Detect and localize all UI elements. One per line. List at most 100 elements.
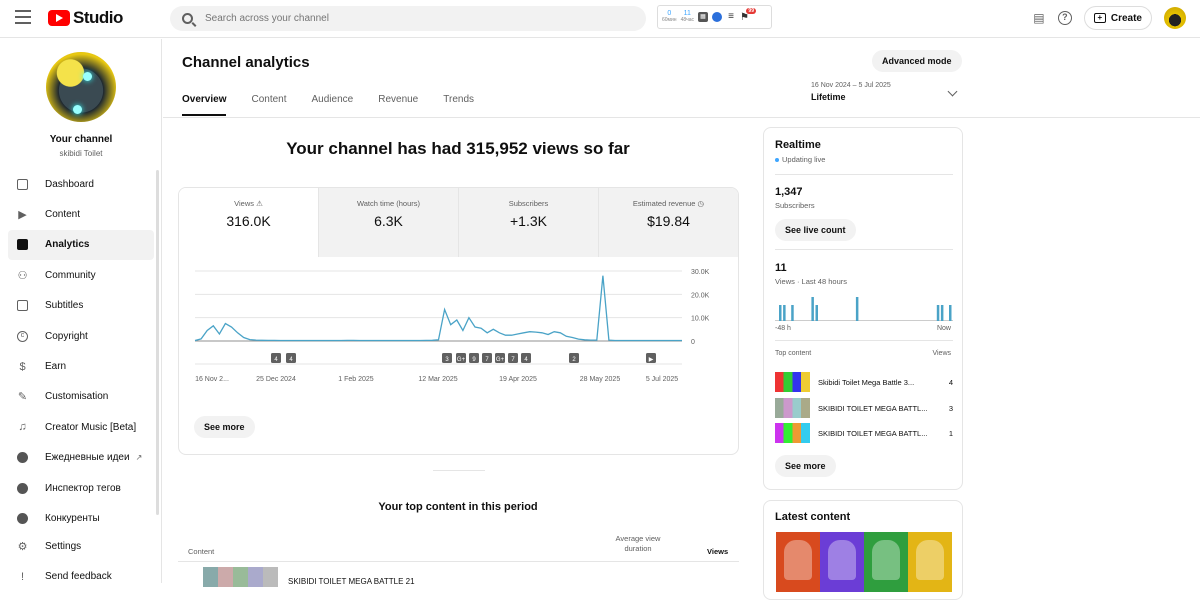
- video-marker[interactable]: [286, 353, 296, 363]
- list-item[interactable]: SKIBIDI TOILET MEGA BATTL... 3: [775, 398, 953, 418]
- tab-overview[interactable]: Overview: [182, 94, 227, 116]
- latest-video-thumbnail[interactable]: [776, 532, 952, 592]
- ext-badge: 99: [746, 7, 756, 14]
- video-views: 3: [948, 403, 953, 413]
- video-marker[interactable]: [442, 353, 452, 363]
- dashboard-icon: [16, 178, 29, 191]
- menu-icon[interactable]: [15, 10, 31, 24]
- sidebar-item-tag-inspector[interactable]: Инспектор тегов: [8, 473, 154, 503]
- subscriber-count: 1,347: [775, 186, 803, 198]
- ext-notifications-icon[interactable]: ⚑ 99: [740, 7, 756, 23]
- video-marker[interactable]: [456, 353, 466, 363]
- create-button[interactable]: + Create: [1083, 6, 1152, 30]
- video-marker[interactable]: [469, 353, 479, 363]
- main-content: Channel analytics Advanced mode Overview…: [163, 39, 1200, 600]
- date-range-selector[interactable]: 16 Nov 2024 – 5 Jul 2025 Lifetime: [811, 82, 958, 102]
- ext-logo-icon[interactable]: [712, 12, 723, 22]
- messages-icon[interactable]: ▤: [1033, 11, 1045, 25]
- realtime-bar[interactable]: [949, 305, 952, 321]
- help-icon[interactable]: ?: [1057, 11, 1072, 25]
- video-marker[interactable]: [508, 353, 518, 363]
- realtime-views-count: 11: [775, 262, 787, 274]
- metric-subscribers[interactable]: Subscribers +1.3K: [459, 188, 599, 257]
- views-series-line[interactable]: [194, 275, 682, 342]
- realtime-bar-chart[interactable]: [775, 293, 953, 321]
- realtime-bar[interactable]: [815, 305, 819, 321]
- ext-list-icon[interactable]: ≡: [728, 11, 734, 22]
- community-icon: ⚇: [17, 269, 28, 282]
- realtime-bar[interactable]: [940, 305, 944, 321]
- section-divider: [433, 470, 485, 471]
- realtime-bar[interactable]: [936, 305, 940, 321]
- realtime-bar[interactable]: [811, 297, 814, 321]
- search-bar[interactable]: [170, 6, 646, 31]
- top-content-title: Your top content in this period: [378, 501, 538, 513]
- sidebar-item-competitors[interactable]: Конкуренты: [8, 503, 154, 533]
- video-views: 1: [948, 428, 953, 438]
- tab-audience[interactable]: Audience: [311, 94, 354, 105]
- search-icon[interactable]: [182, 13, 193, 24]
- sidebar-nav: Dashboard ▶ Content Analytics ⚇ Community …: [8, 169, 154, 594]
- ext-chart-icon[interactable]: ▦: [698, 12, 709, 22]
- realtime-see-more-button[interactable]: See more: [775, 455, 836, 477]
- realtime-bar[interactable]: [779, 305, 782, 321]
- video-title[interactable]: SKIBIDI TOILET MEGA BATTLE 21: [288, 577, 415, 586]
- realtime-views-label: Views · Last 48 hours: [775, 277, 847, 286]
- analytics-icon: [16, 238, 29, 251]
- subtitles-icon: [16, 299, 29, 312]
- col-avg-duration[interactable]: Average view duration: [615, 534, 661, 553]
- list-item[interactable]: SKIBIDI TOILET MEGA BATTL... 1: [775, 423, 953, 443]
- x-tick-label: 19 Apr 2025: [499, 376, 537, 383]
- metric-watch-time[interactable]: Watch time (hours) 6.3K: [319, 188, 459, 257]
- sidebar-item-community[interactable]: ⚇ Community: [8, 260, 154, 290]
- channel-avatar[interactable]: [46, 52, 116, 122]
- video-marker-label: 4: [289, 357, 293, 363]
- metric-revenue[interactable]: Estimated revenue ◷ $19.84: [599, 188, 738, 257]
- video-marker[interactable]: [521, 353, 531, 363]
- search-input[interactable]: [205, 13, 585, 24]
- views-line-chart[interactable]: 30.0K 20.0K 10.0K 0 4 4 3 G+ 9 7 G+ 7 4 2 ▶ 16 Nov 2...…: [179, 257, 739, 407]
- account-avatar[interactable]: [1164, 7, 1186, 29]
- video-title: SKIBIDI TOILET MEGA BATTL...: [818, 428, 928, 438]
- studio-logo[interactable]: Studio: [48, 8, 123, 28]
- sidebar-item-feedback[interactable]: ! Send feedback: [8, 560, 154, 594]
- realtime-bar[interactable]: [791, 305, 794, 321]
- metric-views[interactable]: Views ⚠ 316.0K: [179, 188, 319, 257]
- create-plus-icon: +: [1093, 13, 1106, 23]
- sidebar-item-ideas[interactable]: Ежедневные идеи ↗: [8, 443, 154, 473]
- sidebar-item-earn[interactable]: $ Earn: [8, 351, 154, 381]
- divider: [775, 249, 953, 250]
- video-marker[interactable]: [569, 353, 579, 363]
- video-views: 4: [948, 377, 953, 387]
- copyright-icon: c: [16, 330, 29, 343]
- list-item[interactable]: Skibidi Toilet Mega Battle 3... 4: [775, 372, 953, 392]
- sidebar-item-content[interactable]: ▶ Content: [8, 199, 154, 229]
- sidebar-item-settings[interactable]: ⚙ Settings: [8, 534, 154, 560]
- video-thumbnail: [775, 398, 810, 418]
- video-marker[interactable]: [482, 353, 492, 363]
- sidebar-item-analytics[interactable]: Analytics: [8, 229, 154, 261]
- tab-content[interactable]: Content: [251, 94, 287, 105]
- advanced-mode-button[interactable]: Advanced mode: [872, 50, 962, 72]
- sidebar-item-dashboard[interactable]: Dashboard: [8, 169, 154, 199]
- see-live-count-button[interactable]: See live count: [775, 219, 856, 241]
- sidebar-item-customisation[interactable]: ✎ Customisation: [8, 382, 154, 412]
- see-more-button[interactable]: See more: [194, 416, 255, 438]
- sidebar-item-subtitles[interactable]: Subtitles: [8, 291, 154, 321]
- ext-stat-60min: 0 60мин: [662, 10, 677, 24]
- video-marker[interactable]: [646, 353, 656, 363]
- video-marker[interactable]: [271, 353, 281, 363]
- realtime-bar[interactable]: [855, 297, 859, 321]
- sidebar-scrollbar[interactable]: [156, 170, 159, 515]
- tab-trends[interactable]: Trends: [443, 94, 475, 105]
- y-tick-label: 20.0K: [691, 292, 710, 299]
- video-marker[interactable]: [495, 353, 505, 363]
- sidebar-item-creator-music[interactable]: ♫ Creator Music [Beta]: [8, 412, 154, 442]
- divider: [775, 174, 953, 175]
- tab-revenue[interactable]: Revenue: [378, 94, 419, 105]
- col-views[interactable]: Views: [707, 547, 729, 556]
- video-thumbnail[interactable]: [203, 567, 278, 587]
- sidebar-item-label: Settings: [45, 541, 82, 553]
- realtime-bar[interactable]: [783, 305, 786, 321]
- sidebar-item-copyright[interactable]: c Copyright: [8, 321, 154, 351]
